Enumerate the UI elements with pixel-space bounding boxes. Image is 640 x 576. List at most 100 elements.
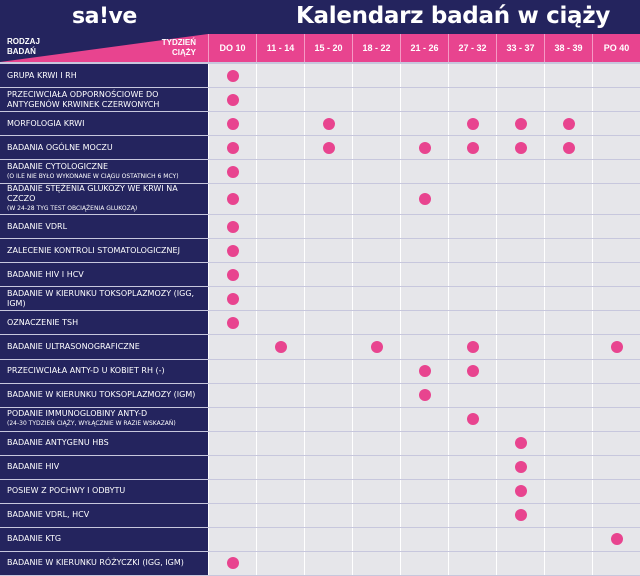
schedule-cell xyxy=(208,527,256,551)
schedule-cell xyxy=(544,184,592,215)
schedule-cell xyxy=(304,407,352,431)
table-row: BADANIE CYTOLOGICZNE (O ILE NIE BYŁO WYK… xyxy=(0,160,640,185)
table-row: BADANIA OGÓLNE MOCZU xyxy=(0,136,640,161)
schedule-cell xyxy=(592,263,640,287)
exam-label: MORFOLOGIA KRWI xyxy=(0,112,208,135)
schedule-cell xyxy=(304,503,352,527)
schedule-cell xyxy=(448,160,496,184)
scheduled-dot-icon xyxy=(466,413,479,426)
column-header: 33 - 37 xyxy=(496,34,544,62)
schedule-cell xyxy=(352,503,400,527)
schedule-cell xyxy=(544,335,592,359)
exam-label: BADANIE STĘŻENIA GLUKOZY WE KRWI NA CZCZ… xyxy=(0,184,208,214)
schedule-cell xyxy=(208,431,256,455)
scheduled-dot-icon xyxy=(418,193,431,206)
schedule-cell xyxy=(592,503,640,527)
exam-label: PODANIE IMMUNOGLOBINY ANTY-D (24-30 TYDZ… xyxy=(0,408,208,431)
schedule-cell xyxy=(592,431,640,455)
schedule-cell xyxy=(304,455,352,479)
schedule-cell xyxy=(544,311,592,335)
scheduled-dot-icon xyxy=(514,509,527,522)
schedule-cell xyxy=(448,527,496,551)
schedule-cell xyxy=(304,160,352,184)
schedule-cell xyxy=(496,311,544,335)
schedule-cell xyxy=(352,335,400,359)
scheduled-dot-icon xyxy=(226,93,239,106)
scheduled-dot-icon xyxy=(562,117,575,130)
schedule-cell xyxy=(352,431,400,455)
schedule-cell xyxy=(352,160,400,184)
schedule-cell xyxy=(400,407,448,431)
schedule-cell xyxy=(256,88,304,112)
exam-label: OZNACZENIE TSH xyxy=(0,311,208,334)
schedule-cell xyxy=(592,359,640,383)
scheduled-dot-icon xyxy=(418,141,431,154)
page-title: Kalendarz badań w ciąży xyxy=(296,3,611,29)
exam-note: (O ILE NIE BYŁO WYKONANE W CIĄGU OSTATNI… xyxy=(7,172,179,180)
schedule-cell xyxy=(544,112,592,136)
exam-label: BADANIE VDRL, HCV xyxy=(0,504,208,527)
table-row: GRUPA KRWI I RH xyxy=(0,64,640,89)
row-type-label: RODZAJ BADAŃ xyxy=(7,37,40,57)
schedule-cell xyxy=(448,551,496,575)
exam-name: PRZECIWCIAŁA ODPORNOŚCIOWE DO ANTYGENÓW … xyxy=(7,89,160,109)
exam-label: PRZECIWCIAŁA ODPORNOŚCIOWE DO ANTYGENÓW … xyxy=(0,88,208,111)
schedule-cell xyxy=(448,64,496,88)
exam-name: BADANIE ANTYGENU HBS xyxy=(7,438,109,448)
schedule-cell xyxy=(208,239,256,263)
schedule-cell xyxy=(256,335,304,359)
schedule-cell xyxy=(400,335,448,359)
top-bar: sa!ve Kalendarz badań w ciąży xyxy=(0,0,640,34)
table-row: POSIEW Z POCHWY I ODBYTU xyxy=(0,479,640,504)
schedule-cell xyxy=(352,239,400,263)
scheduled-dot-icon xyxy=(226,141,239,154)
exam-label: PRZECIWCIAŁA ANTY-D U KOBIET RH (-) xyxy=(0,360,208,383)
schedule-cell xyxy=(208,455,256,479)
scheduled-dot-icon xyxy=(226,69,239,82)
scheduled-dot-icon xyxy=(466,365,479,378)
schedule-cell xyxy=(352,64,400,88)
schedule-cell xyxy=(256,160,304,184)
schedule-cell xyxy=(544,64,592,88)
exam-name: BADANIE HIV I HCV xyxy=(7,269,84,279)
schedule-cell xyxy=(256,527,304,551)
schedule-cell xyxy=(448,136,496,160)
schedule-cell xyxy=(208,551,256,575)
schedule-cell xyxy=(304,359,352,383)
schedule-cell xyxy=(256,263,304,287)
schedule-cell xyxy=(496,215,544,239)
schedule-cell xyxy=(208,112,256,136)
schedule-cell xyxy=(592,136,640,160)
exam-name: MORFOLOGIA KRWI xyxy=(7,118,85,128)
schedule-cell xyxy=(544,263,592,287)
exam-name: BADANIE CYTOLOGICZNE xyxy=(7,161,109,171)
schedule-cell xyxy=(496,64,544,88)
schedule-cell xyxy=(208,136,256,160)
schedule-cell xyxy=(592,184,640,215)
exam-name: BADANIA OGÓLNE MOCZU xyxy=(7,142,113,152)
week-line: CIĄŻY xyxy=(172,48,196,57)
schedule-cell xyxy=(352,527,400,551)
scheduled-dot-icon xyxy=(610,340,623,353)
schedule-cell xyxy=(352,88,400,112)
schedule-cell xyxy=(304,263,352,287)
schedule-cell xyxy=(400,239,448,263)
table-row: ZALECENIE KONTROLI STOMATOLOGICZNEJ xyxy=(0,239,640,264)
schedule-cell xyxy=(256,64,304,88)
exam-label: BADANIE CYTOLOGICZNE (O ILE NIE BYŁO WYK… xyxy=(0,160,208,183)
schedule-cell xyxy=(544,551,592,575)
exam-label: BADANIE ULTRASONOGRAFICZNE xyxy=(0,335,208,358)
schedule-cell xyxy=(544,383,592,407)
scheduled-dot-icon xyxy=(226,316,239,329)
schedule-cell xyxy=(448,112,496,136)
schedule-cell xyxy=(448,383,496,407)
schedule-cell xyxy=(400,431,448,455)
exam-note: (W 24-28 TYG TEST OBCIĄŻENIA GLUKOZĄ) xyxy=(7,205,138,213)
schedule-cell xyxy=(208,359,256,383)
exam-name: PRZECIWCIAŁA ANTY-D U KOBIET RH (-) xyxy=(7,366,165,376)
table-row: OZNACZENIE TSH xyxy=(0,311,640,336)
schedule-cell xyxy=(208,160,256,184)
schedule-cell xyxy=(352,287,400,311)
schedule-cell xyxy=(400,263,448,287)
schedule-cell xyxy=(496,112,544,136)
